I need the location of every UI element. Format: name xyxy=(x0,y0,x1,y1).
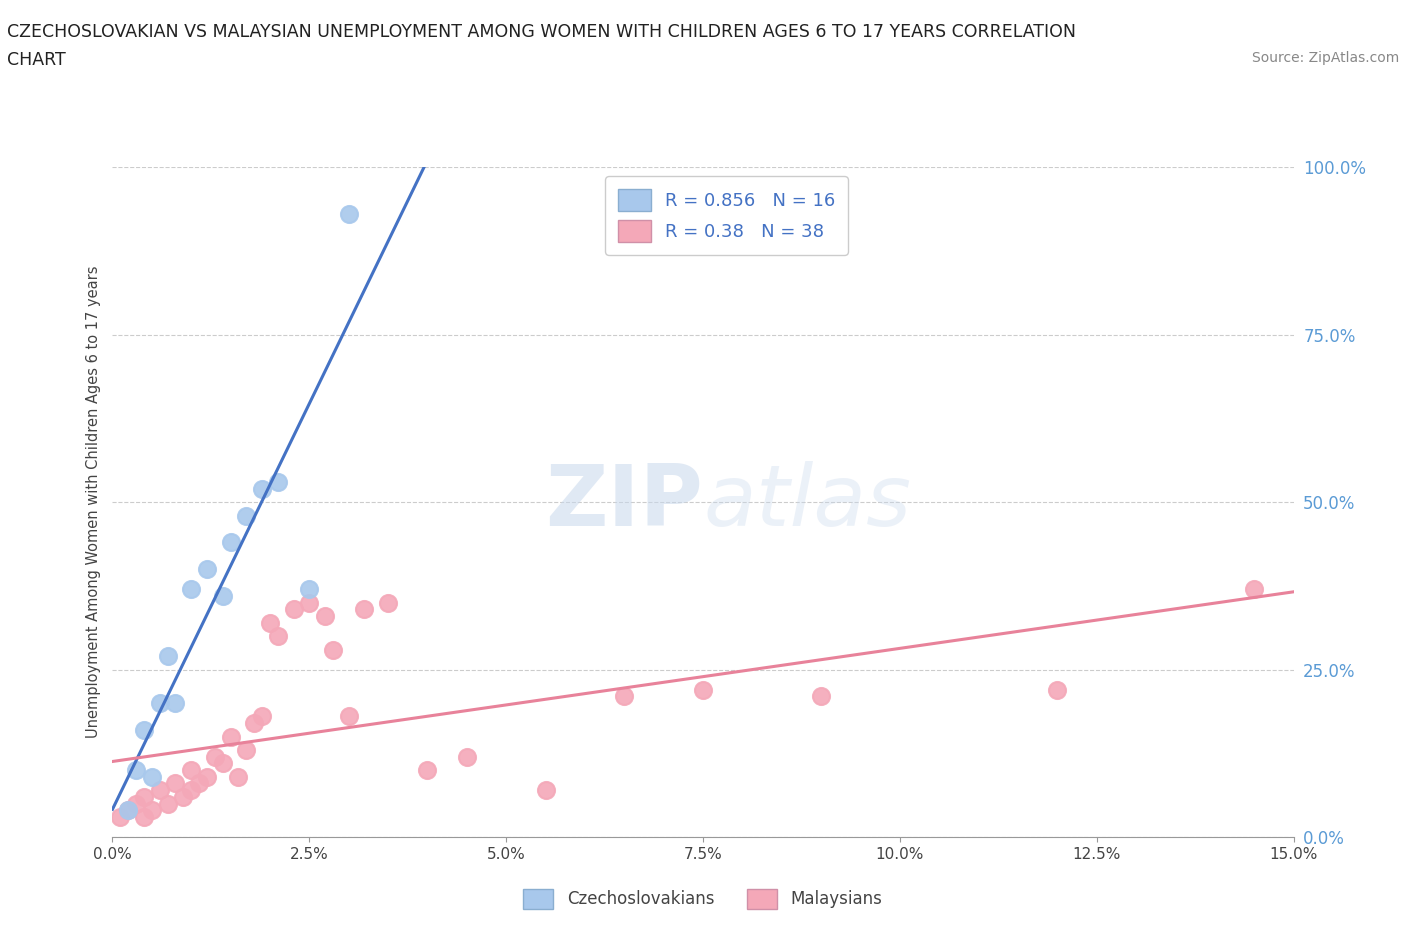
Point xyxy=(149,696,172,711)
Point xyxy=(250,709,273,724)
Point xyxy=(180,763,202,777)
Point xyxy=(156,649,179,664)
Point xyxy=(810,689,832,704)
Text: CHART: CHART xyxy=(7,51,66,69)
Point xyxy=(132,723,155,737)
Text: CZECHOSLOVAKIAN VS MALAYSIAN UNEMPLOYMENT AMONG WOMEN WITH CHILDREN AGES 6 TO 17: CZECHOSLOVAKIAN VS MALAYSIAN UNEMPLOYMEN… xyxy=(7,23,1076,41)
Point xyxy=(235,508,257,523)
Point xyxy=(613,689,636,704)
Point xyxy=(172,790,194,804)
Point xyxy=(298,595,321,610)
Point xyxy=(337,206,360,221)
Text: Source: ZipAtlas.com: Source: ZipAtlas.com xyxy=(1251,51,1399,65)
Point xyxy=(125,796,148,811)
Point xyxy=(188,776,211,790)
Point xyxy=(692,683,714,698)
Point xyxy=(267,474,290,489)
Point xyxy=(180,582,202,597)
Point xyxy=(180,783,202,798)
Legend: Czechoslovakians, Malaysians: Czechoslovakians, Malaysians xyxy=(516,882,890,916)
Point xyxy=(195,562,218,577)
Point xyxy=(298,582,321,597)
Point xyxy=(165,776,187,790)
Point xyxy=(141,769,163,784)
Point xyxy=(211,756,233,771)
Point xyxy=(259,616,281,631)
Point xyxy=(204,750,226,764)
Point xyxy=(283,602,305,617)
Point xyxy=(228,769,250,784)
Point xyxy=(353,602,375,617)
Text: ZIP: ZIP xyxy=(546,460,703,544)
Point xyxy=(416,763,439,777)
Point xyxy=(132,790,155,804)
Point xyxy=(211,589,233,604)
Point xyxy=(534,783,557,798)
Point xyxy=(314,608,336,623)
Point xyxy=(377,595,399,610)
Point xyxy=(219,729,242,744)
Y-axis label: Unemployment Among Women with Children Ages 6 to 17 years: Unemployment Among Women with Children A… xyxy=(86,266,101,738)
Point xyxy=(141,803,163,817)
Point xyxy=(322,642,344,657)
Point xyxy=(250,482,273,497)
Point xyxy=(243,716,266,731)
Point xyxy=(235,742,257,757)
Point xyxy=(117,803,139,817)
Point xyxy=(156,796,179,811)
Point xyxy=(132,809,155,824)
Point xyxy=(125,763,148,777)
Point xyxy=(165,696,187,711)
Point xyxy=(267,629,290,644)
Point xyxy=(149,783,172,798)
Point xyxy=(117,803,139,817)
Point xyxy=(337,709,360,724)
Text: atlas: atlas xyxy=(703,460,911,544)
Point xyxy=(219,535,242,550)
Point xyxy=(195,769,218,784)
Point xyxy=(456,750,478,764)
Point xyxy=(110,809,132,824)
Point xyxy=(1243,582,1265,597)
Point xyxy=(1046,683,1069,698)
